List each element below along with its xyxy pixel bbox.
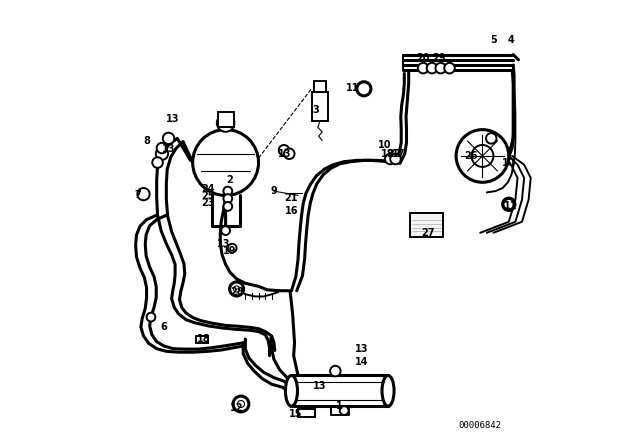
Text: 2: 2: [227, 175, 234, 185]
Text: 5: 5: [490, 34, 497, 45]
Circle shape: [223, 187, 232, 195]
Circle shape: [330, 366, 340, 376]
Ellipse shape: [285, 375, 298, 406]
Text: 13: 13: [217, 239, 230, 249]
Text: 11: 11: [504, 202, 518, 211]
Circle shape: [228, 244, 237, 253]
Bar: [410, 213, 443, 237]
Circle shape: [279, 145, 289, 155]
Text: 12: 12: [230, 403, 243, 414]
Circle shape: [230, 282, 244, 296]
Circle shape: [193, 129, 259, 195]
Bar: [314, 82, 326, 92]
Text: 00006842: 00006842: [459, 422, 502, 431]
Text: 14: 14: [355, 358, 369, 367]
Text: 15: 15: [289, 409, 303, 419]
Circle shape: [390, 154, 401, 164]
Text: 20: 20: [417, 53, 430, 63]
Circle shape: [163, 133, 174, 144]
Circle shape: [284, 148, 294, 159]
Circle shape: [152, 157, 163, 168]
Text: 26: 26: [465, 151, 478, 161]
Text: 3: 3: [312, 105, 319, 115]
Text: 21: 21: [285, 193, 298, 202]
Text: 25: 25: [202, 191, 215, 201]
Circle shape: [217, 114, 234, 132]
Text: 19: 19: [223, 246, 237, 256]
Text: 28: 28: [230, 287, 243, 297]
Circle shape: [504, 199, 514, 210]
Circle shape: [237, 401, 244, 408]
Text: 22: 22: [387, 149, 401, 159]
Circle shape: [138, 188, 150, 200]
Text: 8: 8: [143, 136, 150, 146]
Circle shape: [486, 133, 497, 144]
Text: 9: 9: [271, 186, 277, 196]
Text: 1: 1: [337, 401, 343, 411]
Circle shape: [156, 147, 168, 160]
Bar: [218, 112, 234, 127]
Circle shape: [147, 313, 156, 322]
Circle shape: [472, 145, 493, 167]
Circle shape: [223, 194, 232, 203]
Text: 13: 13: [278, 149, 292, 159]
Circle shape: [418, 63, 428, 73]
Text: 13: 13: [166, 114, 180, 124]
Circle shape: [221, 226, 230, 235]
Text: 13: 13: [162, 144, 175, 155]
Text: 6: 6: [161, 322, 168, 332]
Bar: [312, 92, 328, 121]
Circle shape: [340, 406, 349, 415]
Text: 16: 16: [285, 206, 298, 216]
Text: 10: 10: [502, 158, 516, 168]
Circle shape: [157, 143, 167, 153]
Circle shape: [223, 202, 232, 211]
Circle shape: [385, 154, 396, 164]
Bar: [291, 375, 388, 406]
Circle shape: [357, 82, 371, 96]
Text: 7: 7: [134, 190, 141, 200]
Text: 23: 23: [202, 198, 215, 208]
Text: 17: 17: [392, 149, 406, 159]
Text: 27: 27: [421, 228, 435, 238]
Circle shape: [435, 63, 446, 73]
Circle shape: [427, 63, 437, 73]
Text: 18: 18: [197, 334, 211, 344]
Circle shape: [234, 286, 239, 292]
Bar: [298, 409, 315, 417]
Circle shape: [444, 63, 455, 73]
Text: 13: 13: [313, 381, 327, 392]
Text: 24: 24: [202, 184, 215, 194]
Text: 18: 18: [381, 149, 395, 159]
Text: 29: 29: [432, 53, 445, 63]
Ellipse shape: [382, 375, 394, 406]
Text: 13: 13: [355, 344, 369, 354]
Circle shape: [502, 198, 515, 211]
Circle shape: [233, 396, 249, 412]
Bar: [196, 336, 209, 344]
Text: 10: 10: [378, 140, 392, 150]
Text: 11: 11: [346, 83, 360, 93]
Text: 4: 4: [508, 34, 515, 45]
Circle shape: [456, 129, 509, 182]
